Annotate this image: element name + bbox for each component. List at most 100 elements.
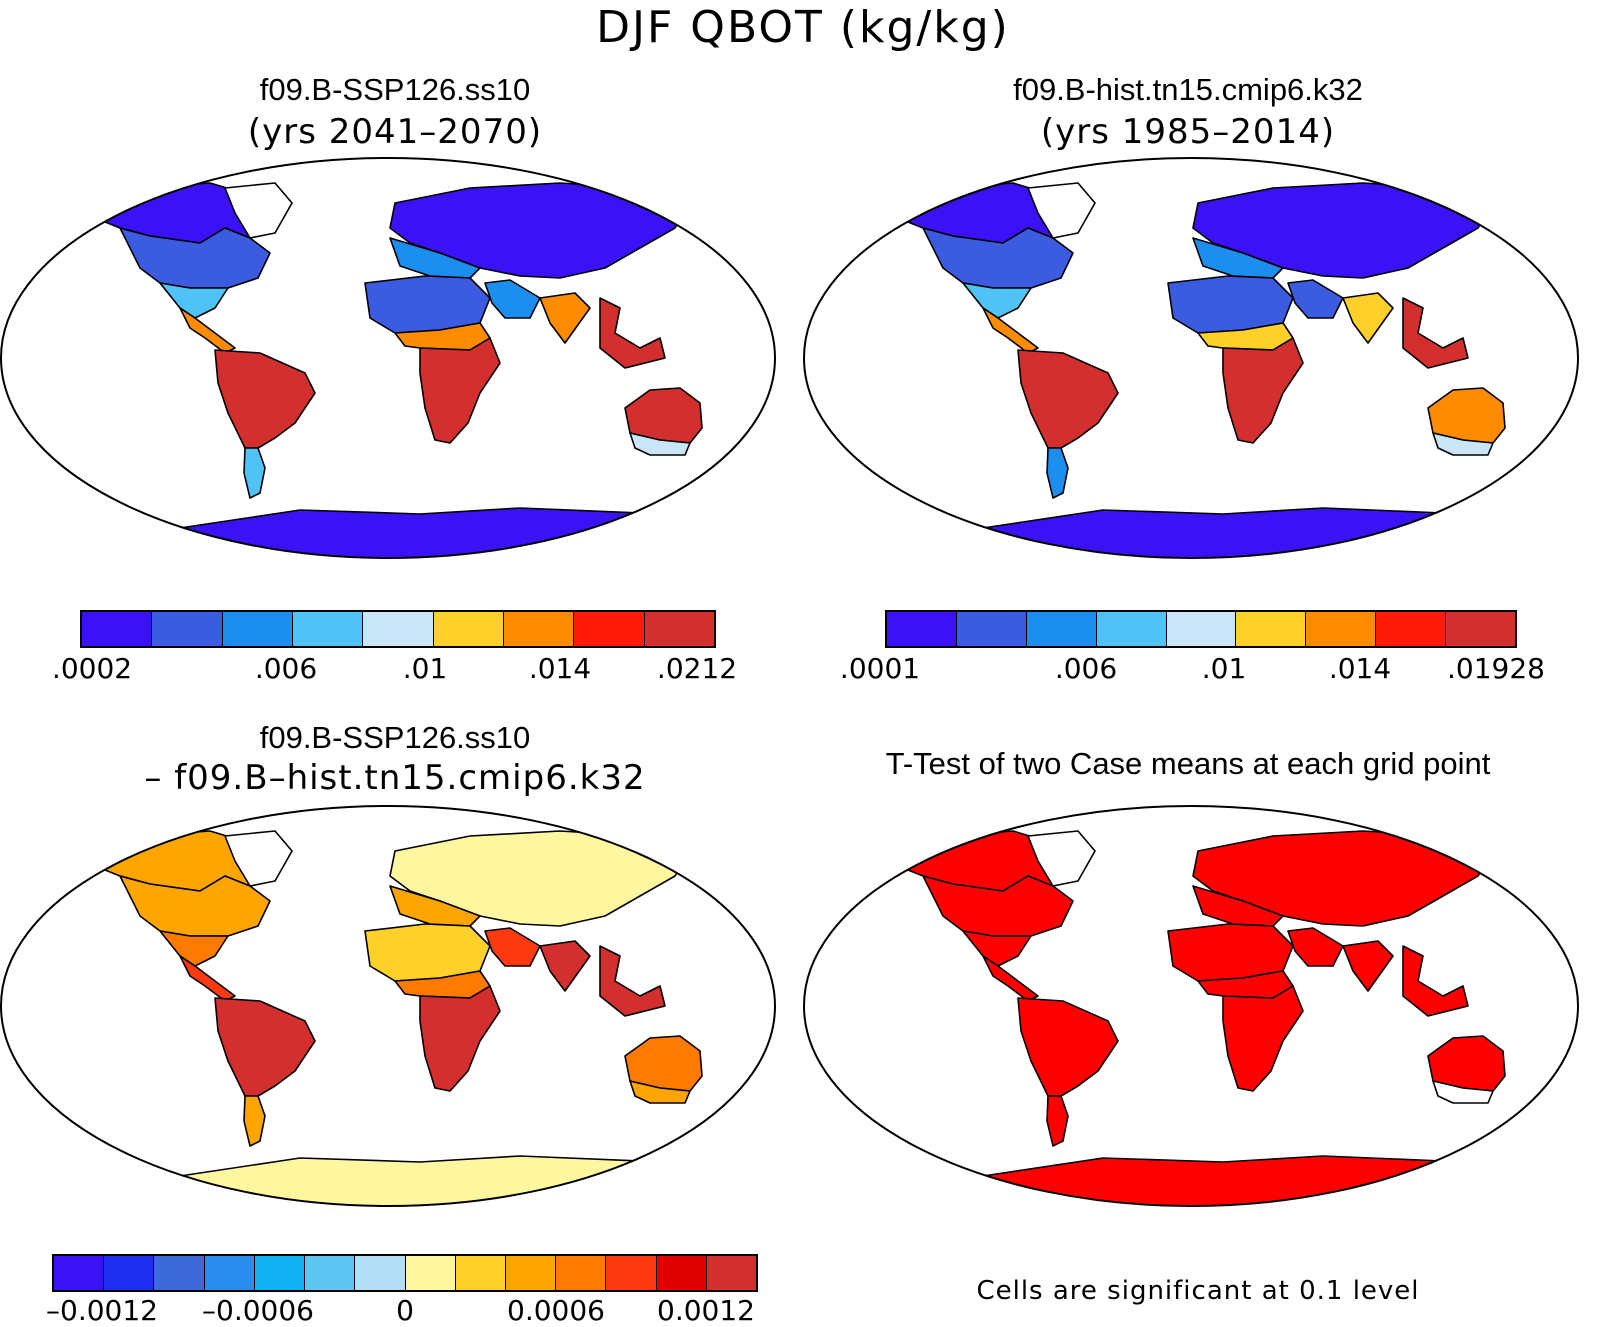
- colorbar-box: [305, 1256, 356, 1290]
- region-greenland: [1027, 182, 1096, 239]
- region-india: [1342, 940, 1394, 992]
- colorbar-box: [82, 612, 153, 646]
- colorbar-label: .014: [1328, 652, 1392, 685]
- region-central-america: [982, 307, 1039, 354]
- colorbar-box: [1446, 612, 1516, 646]
- region-south-america-south: [243, 1095, 266, 1147]
- colorbar-box: [1096, 612, 1167, 646]
- colorbar-box: [433, 612, 504, 646]
- region-india: [539, 292, 591, 344]
- region-north-america-south: [159, 930, 229, 967]
- region-india: [1342, 292, 1394, 344]
- colorbar-label: .01: [402, 652, 448, 685]
- colorbar-label: .006: [1054, 652, 1118, 685]
- region-africa-central: [419, 985, 501, 1092]
- region-south-america-south: [1046, 447, 1069, 499]
- colorbar-box: [1236, 612, 1307, 646]
- region-south-america: [1017, 349, 1119, 449]
- panel-subtitle-future: (yrs 2041–2070): [247, 112, 543, 152]
- region-arabia: [484, 279, 541, 319]
- region-north-america-mid: [922, 227, 1074, 289]
- region-south-america-south: [243, 447, 266, 499]
- colorbar-box: [254, 1256, 306, 1290]
- panel-title-ttest: T-Test of two Case means at each grid po…: [885, 746, 1491, 781]
- region-se-asia: [599, 945, 666, 1017]
- colorbar-box: [1376, 612, 1447, 646]
- region-south-america: [214, 349, 316, 449]
- colorbar-box: [956, 612, 1027, 646]
- colorbar-label: .0002: [51, 652, 133, 685]
- region-se-asia: [1402, 945, 1469, 1017]
- colorbar-box: [656, 1256, 707, 1290]
- colorbar-difference: [52, 1254, 758, 1292]
- map-historical: [803, 157, 1579, 559]
- region-australia-south: [629, 1080, 691, 1104]
- region-central-america: [982, 955, 1039, 1002]
- colorbar-label: 0: [396, 1294, 414, 1327]
- panel-title-difference: f09.B-SSP126.ss10: [259, 720, 531, 755]
- region-africa-central: [1222, 985, 1304, 1092]
- region-arabia: [484, 927, 541, 967]
- colorbar-label: –0.0006: [202, 1294, 314, 1327]
- map-border: [0, 157, 776, 559]
- colorbar-box: [1166, 612, 1237, 646]
- colorbar-label: .01928: [1447, 652, 1545, 685]
- colorbar-box: [204, 1256, 255, 1290]
- region-greenland: [224, 830, 293, 887]
- colorbar-box: [503, 612, 575, 646]
- region-india: [539, 940, 591, 992]
- colorbar-label: .006: [254, 652, 318, 685]
- region-greenland: [224, 182, 293, 239]
- region-arabia: [1287, 927, 1344, 967]
- region-africa-central: [419, 337, 501, 444]
- region-se-asia: [599, 297, 666, 369]
- colorbar-box: [887, 612, 957, 646]
- region-australia-south: [1432, 1080, 1494, 1104]
- colorbar-historical: [885, 610, 1517, 648]
- colorbar-label: –0.0012: [46, 1294, 158, 1327]
- colorbar-box: [505, 1256, 557, 1290]
- region-australia-south: [1432, 432, 1494, 456]
- colorbar-box: [104, 1256, 155, 1290]
- region-north-america-south: [962, 930, 1032, 967]
- figure-title: DJF QBOT (kg/kg): [596, 2, 1010, 53]
- panel-title-historical: f09.B-hist.tn15.cmip6.k32: [1013, 72, 1363, 107]
- significance-note: Cells are significant at 0.1 level: [976, 1276, 1420, 1306]
- panel-subtitle-historical: (yrs 1985–2014): [1040, 112, 1336, 152]
- colorbar-box: [363, 612, 434, 646]
- colorbar-label: .01: [1201, 652, 1247, 685]
- colorbar-box: [1306, 612, 1377, 646]
- colorbar-box: [606, 1256, 657, 1290]
- region-greenland: [1027, 830, 1096, 887]
- colorbar-box: [54, 1256, 105, 1290]
- colorbar-label: .0212: [656, 652, 738, 685]
- colorbar-box: [556, 1256, 607, 1290]
- map-border: [803, 805, 1579, 1207]
- colorbar-box: [644, 612, 714, 646]
- map-difference: [0, 805, 776, 1207]
- region-central-america: [179, 307, 236, 354]
- region-north-america-mid: [119, 875, 271, 937]
- panel-title-future: f09.B-SSP126.ss10: [259, 72, 531, 107]
- map-border: [803, 157, 1579, 559]
- colorbar-box: [152, 612, 223, 646]
- region-south-america: [214, 997, 316, 1097]
- colorbar-label: 0.0012: [657, 1294, 755, 1327]
- region-australia-south: [629, 432, 691, 456]
- region-north-america-mid: [119, 227, 271, 289]
- region-north-america-south: [962, 282, 1032, 319]
- colorbar-label: .014: [528, 652, 592, 685]
- region-north-america-south: [159, 282, 229, 319]
- colorbar-box: [455, 1256, 506, 1290]
- colorbar-box: [292, 612, 364, 646]
- region-south-america-south: [1046, 1095, 1069, 1147]
- map-ttest: [803, 805, 1579, 1207]
- map-border: [0, 805, 776, 1207]
- colorbar-box: [355, 1256, 406, 1290]
- colorbar-box: [222, 612, 293, 646]
- region-north-america-mid: [922, 875, 1074, 937]
- region-africa-central: [1222, 337, 1304, 444]
- colorbar-box: [574, 612, 645, 646]
- colorbar-box: [154, 1256, 205, 1290]
- map-future: [0, 157, 776, 559]
